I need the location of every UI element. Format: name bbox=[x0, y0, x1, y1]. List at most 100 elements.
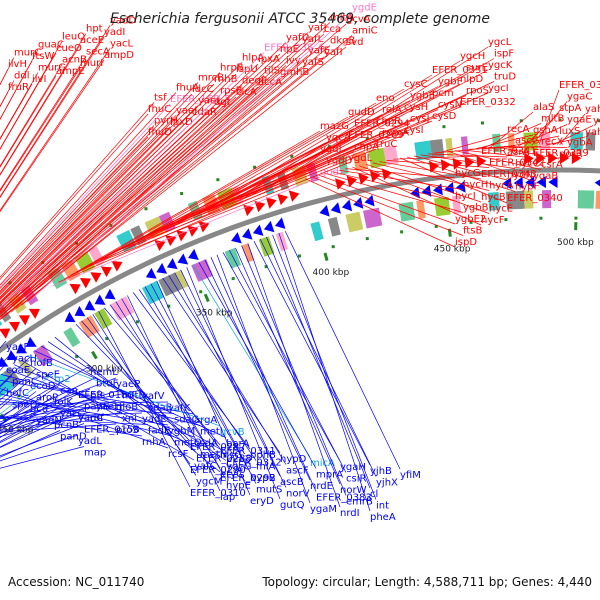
grid-tick bbox=[75, 241, 79, 245]
feature-band bbox=[523, 190, 534, 209]
grid-tick bbox=[264, 265, 268, 269]
forward-gene-label: amiC bbox=[352, 26, 378, 37]
feature-band bbox=[63, 327, 81, 348]
reverse-gene-label: yacF bbox=[6, 342, 30, 353]
grid-tick bbox=[469, 220, 473, 224]
gene-connector bbox=[137, 102, 377, 241]
gene-connector bbox=[0, 59, 105, 213]
gene-connector bbox=[121, 298, 227, 480]
forward-gene-label: cdaR bbox=[192, 107, 217, 118]
forward-gene-label: yafL bbox=[302, 34, 324, 45]
gene-connector bbox=[150, 283, 257, 484]
feature-band bbox=[345, 211, 364, 233]
reverse-gene-label: norV bbox=[286, 489, 310, 500]
gene-connector bbox=[0, 411, 91, 438]
forward-gene-label: yafE bbox=[308, 46, 330, 57]
reverse-gene-arrow bbox=[341, 199, 353, 212]
reverse-gene-arrow bbox=[231, 232, 242, 244]
forward-gene-arrow bbox=[560, 152, 570, 164]
forward-gene-label: fhuD bbox=[148, 127, 172, 138]
forward-gene-label: recX bbox=[541, 137, 564, 148]
reverse-gene-arrow bbox=[94, 294, 106, 305]
gene-connector bbox=[0, 25, 111, 198]
forward-gene-label: acnB bbox=[62, 55, 87, 66]
reverse-gene-label: can bbox=[60, 386, 78, 397]
forward-gene-arrow bbox=[187, 225, 199, 237]
gene-connector bbox=[0, 103, 171, 288]
gene-connector bbox=[0, 384, 61, 426]
gene-connector bbox=[58, 165, 327, 283]
gene-connector bbox=[0, 401, 169, 405]
reverse-gene-label: yadC bbox=[78, 413, 103, 424]
forward-gene-arrow bbox=[476, 155, 487, 168]
forward-gene-label: ygbF bbox=[438, 77, 463, 88]
reverse-gene-label: hypD bbox=[280, 454, 307, 465]
reverse-gene-label: yafK bbox=[168, 403, 191, 414]
forward-gene-label: stpA bbox=[559, 103, 581, 114]
gene-connector bbox=[241, 245, 347, 496]
grid-tick bbox=[519, 119, 523, 123]
gene-connector bbox=[143, 134, 405, 238]
gene-connector bbox=[462, 149, 534, 159]
accession-text: Accession: NC_011740 bbox=[8, 575, 144, 589]
reverse-gene-label: EFER_0288 bbox=[196, 454, 252, 465]
forward-gene-label: EFER_0294 bbox=[354, 119, 410, 130]
reverse-gene-label: eryC bbox=[220, 469, 243, 480]
reverse-gene-label: EFER_0158 bbox=[84, 425, 140, 436]
feature-band bbox=[367, 147, 387, 169]
forward-gene-label: ygcK bbox=[488, 60, 513, 71]
forward-gene-arrow bbox=[277, 193, 288, 206]
gene-connector bbox=[352, 166, 482, 226]
reverse-gene-arrow bbox=[0, 356, 9, 367]
gene-connector bbox=[0, 377, 97, 425]
gene-connector bbox=[0, 93, 193, 294]
forward-gene-label: EFER_23S_6 bbox=[264, 43, 325, 54]
gene-connector bbox=[345, 168, 456, 179]
forward-gene-label: yafJ bbox=[308, 23, 327, 34]
forward-gene-label: yqaB bbox=[533, 171, 558, 182]
grid-tick bbox=[539, 216, 543, 220]
grid-tick bbox=[290, 154, 294, 158]
forward-gene-label: yadD bbox=[110, 16, 136, 27]
gene-connector bbox=[0, 82, 199, 293]
gene-connector bbox=[228, 249, 347, 473]
reverse-gene-label: iap bbox=[220, 492, 235, 503]
reverse-gene-label: yfiM bbox=[400, 470, 421, 481]
grid-tick bbox=[216, 178, 220, 182]
gene-connector bbox=[245, 81, 495, 197]
forward-gene-label: hycC bbox=[515, 159, 540, 170]
gene-connector bbox=[400, 157, 508, 204]
feature-band bbox=[542, 190, 552, 209]
reverse-gene-label: yadE bbox=[142, 414, 167, 425]
forward-gene-label: ygaU bbox=[593, 116, 600, 127]
forward-gene-label: rnhB bbox=[214, 74, 238, 85]
gene-connector bbox=[41, 345, 221, 450]
forward-gene-arrow bbox=[154, 240, 166, 251]
reverse-gene-label: metN bbox=[200, 450, 227, 461]
forward-gene-label: EFER_0331 bbox=[432, 65, 488, 76]
forward-gene-label: chpR bbox=[376, 116, 401, 127]
gene-connector bbox=[496, 146, 560, 160]
gene-connector bbox=[476, 134, 534, 149]
forward-gene-label: ygbA bbox=[567, 138, 593, 149]
forward-gene-label: yafS bbox=[302, 57, 324, 68]
reverse-gene-arrow bbox=[548, 176, 558, 188]
forward-gene-arrow bbox=[111, 260, 123, 272]
reverse-gene-label: rof bbox=[90, 413, 104, 424]
forward-gene-label: fhuC bbox=[148, 104, 171, 115]
gene-connector bbox=[21, 35, 353, 306]
forward-gene-label: ygcI bbox=[488, 83, 509, 94]
feature-band bbox=[94, 308, 113, 330]
feature-band bbox=[416, 200, 426, 219]
forward-gene-label: eno bbox=[376, 93, 395, 104]
grid-tick bbox=[574, 216, 578, 220]
forward-gene-label: ispF bbox=[494, 49, 514, 60]
reverse-gene-label: ecoD bbox=[30, 381, 56, 392]
forward-gene-arrow bbox=[524, 152, 534, 165]
forward-gene-arrow bbox=[198, 221, 210, 233]
grid-tick bbox=[199, 290, 203, 294]
gene-connector bbox=[413, 155, 508, 181]
gene-connector bbox=[427, 153, 508, 158]
reverse-gene-label: gloB bbox=[116, 402, 138, 413]
